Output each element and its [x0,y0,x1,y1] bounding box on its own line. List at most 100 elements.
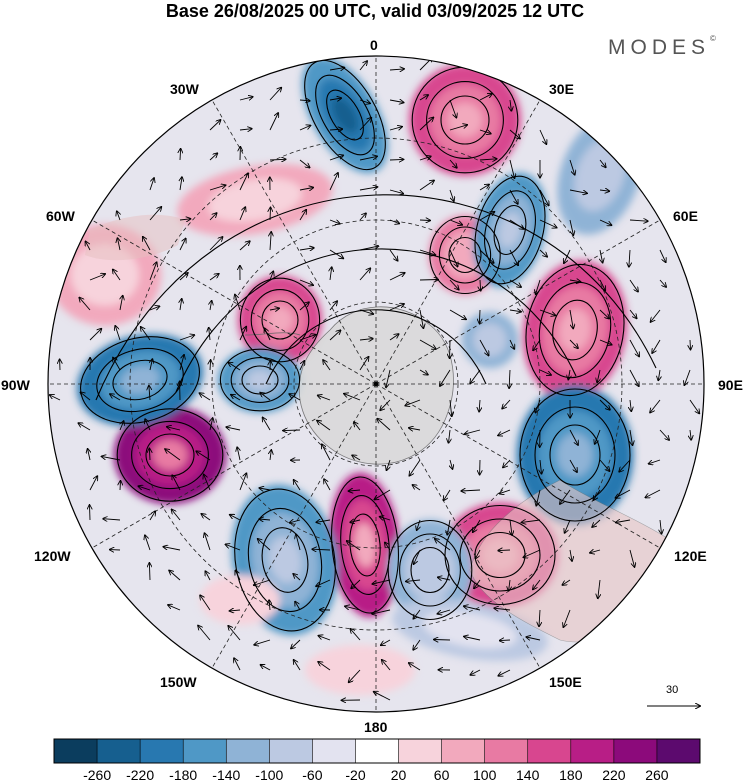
wind-vector [658,369,660,380]
wind-vector [498,669,511,676]
wind-vector [629,220,648,221]
wind-vector [289,394,301,401]
wind-vector [569,159,575,175]
wind-vector [539,249,547,257]
wind-vector [294,660,301,671]
wind-vector [437,609,451,614]
wind-vector [539,309,555,315]
wind-vector [78,423,91,431]
brand-copyright: © [710,34,716,43]
wind-vector [88,449,90,461]
wind-vector [660,519,662,534]
anomaly-shading [404,539,456,601]
wind-vector [145,419,151,431]
wind-vector [138,486,151,491]
wind-vector [659,279,666,287]
wind-vector [509,579,510,591]
anomaly-shading [423,611,517,649]
wind-vector [318,636,331,641]
label-lon-120e: 120E [674,548,707,564]
wind-vector [200,595,211,611]
map-disc [48,56,704,712]
label-lon-0: 0 [370,37,378,53]
wind-vector [180,177,182,191]
anomaly-shading [498,212,522,248]
wind-vector [479,185,489,191]
wind-vector [265,328,271,341]
streamline [410,546,450,594]
wind-vector [209,328,210,341]
wind-vector [318,395,331,401]
anomaly-shading [447,102,483,138]
wind-vector [168,605,181,611]
wind-vector [270,450,271,461]
wind-vector [494,608,511,610]
wind-vector [205,571,211,581]
wind-vector [354,422,361,431]
wind-vector [179,239,186,251]
wind-vector [616,489,631,498]
colorbar-tick-label: 180 [559,767,583,783]
wind-vector [239,327,246,341]
wind-vector [447,519,450,535]
wind-vector [450,459,453,469]
wind-vector [598,579,600,598]
streamline [459,518,541,592]
streamline [219,348,301,412]
wind-vector [179,219,190,220]
wind-vector [149,386,150,401]
wind-vector [89,476,97,491]
wind-vector [419,280,438,281]
wind-vector [209,120,221,131]
streamline [230,357,290,403]
wind-vector [372,579,391,584]
wind-vector [533,579,541,589]
wind-vector [599,159,606,167]
wind-vector [535,399,541,413]
wind-vector [380,399,391,410]
colorbar-swatch [97,739,141,763]
streamline [493,204,527,256]
wind-vector [329,68,344,70]
wind-vector [479,249,494,263]
wind-vector [479,159,497,160]
wind-vector [299,361,304,371]
vector-reference-value: 30 [666,684,679,696]
wind-vector [389,220,399,224]
streamline [448,236,482,274]
wind-vector [569,339,578,348]
streamline [265,309,487,385]
wind-vector [359,118,371,131]
wind-vector [419,309,423,328]
anomaly-shading [354,522,376,568]
wind-vector [406,580,421,581]
wind-vector [465,429,481,434]
label-lon-30e: 30E [549,81,574,97]
streamline [399,533,461,607]
wind-vector [263,418,271,431]
wind-vector [318,662,331,671]
wind-vector [322,444,331,461]
wind-vector [359,357,369,371]
wind-vector [444,489,451,500]
wind-vector [149,563,150,581]
wind-vector [323,360,331,371]
wind-vector [359,100,370,103]
wind-vector [449,309,466,319]
wind-vector [79,298,91,311]
wind-vector [120,481,121,491]
wind-vector [210,301,212,311]
streamline [426,81,504,159]
wind-vector [498,429,511,436]
wind-vector [659,249,666,262]
wind-vector [413,609,421,619]
wind-vector [231,395,241,401]
wind-vector [594,489,601,500]
streamline [326,89,364,141]
wind-vector [239,129,252,130]
wind-vector [149,178,154,191]
colorbar-tick-label: -220 [126,767,155,783]
wind-vector [689,399,699,413]
wind-vector [150,359,152,371]
wind-vector [409,663,421,671]
